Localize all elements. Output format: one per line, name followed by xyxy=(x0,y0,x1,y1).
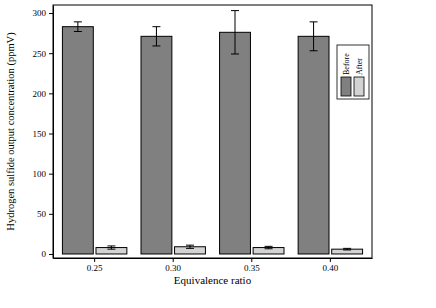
y-tick-mark xyxy=(49,53,53,54)
legend-box xyxy=(337,45,369,99)
legend-swatch xyxy=(341,77,351,96)
x-tick-mark xyxy=(94,258,95,262)
bar xyxy=(332,249,363,254)
y-tick-label: 0 xyxy=(42,249,47,259)
x-tick-label: 0.40 xyxy=(322,263,338,273)
y-tick: 100 xyxy=(33,169,54,179)
bar xyxy=(141,36,172,254)
y-tick-mark xyxy=(49,174,53,175)
error-bar xyxy=(186,245,194,248)
y-tick: 50 xyxy=(37,209,53,219)
x-tick: 0.35 xyxy=(244,258,260,273)
bar xyxy=(62,27,93,254)
x-tick-mark xyxy=(173,258,174,262)
y-tick-mark xyxy=(49,13,53,14)
legend-label: After xyxy=(355,58,364,75)
y-tick-label: 50 xyxy=(37,209,47,219)
x-tick: 0.30 xyxy=(165,258,181,273)
error-bar xyxy=(310,22,318,51)
x-tick-label: 0.30 xyxy=(165,263,181,273)
bar xyxy=(298,36,329,254)
bar xyxy=(220,32,251,254)
legend: Before After xyxy=(337,45,369,99)
y-tick: 0 xyxy=(42,249,54,259)
y-tick-mark xyxy=(49,214,53,215)
error-bar xyxy=(231,11,239,54)
x-tick-mark xyxy=(251,258,252,262)
x-axis-title: Equivalence ratio xyxy=(174,274,252,286)
y-tick-label: 100 xyxy=(33,169,47,179)
error-bar xyxy=(343,248,351,250)
error-bar xyxy=(107,246,115,249)
plot-frame xyxy=(53,5,372,258)
x-axis-line xyxy=(54,258,373,259)
y-axis: 0 50 100 150 200 250 300 xyxy=(33,6,54,260)
x-tick: 0.40 xyxy=(322,258,338,273)
y-tick: 250 xyxy=(33,49,54,59)
y-tick-mark xyxy=(49,134,53,135)
error-bar xyxy=(152,27,160,46)
y-tick-mark xyxy=(49,254,53,255)
y-tick: 300 xyxy=(33,8,54,18)
y-tick: 200 xyxy=(33,89,54,99)
legend-label: Before xyxy=(342,53,351,75)
x-tick: 0.25 xyxy=(87,258,103,273)
y-tick-label: 150 xyxy=(33,129,47,139)
x-tick-label: 0.25 xyxy=(87,263,103,273)
x-tick-label: 0.35 xyxy=(244,263,260,273)
y-tick-label: 300 xyxy=(33,8,47,18)
y-axis-line xyxy=(53,6,54,259)
x-tick-mark xyxy=(330,258,331,262)
legend-swatch xyxy=(354,77,364,96)
y-tick-mark xyxy=(49,93,53,94)
y-tick-label: 250 xyxy=(33,49,47,59)
marks xyxy=(62,11,362,254)
chart: 0 50 100 150 200 250 300 0.25 0.30 0.35 0.40 Before… xyxy=(0,0,436,308)
plot: 0 50 100 150 200 250 300 0.25 0.30 0.35 0.40 Before… xyxy=(33,5,373,273)
y-tick: 150 xyxy=(33,129,54,139)
x-axis: 0.25 0.30 0.35 0.40 xyxy=(54,258,373,273)
y-tick-label: 200 xyxy=(33,89,47,99)
error-bar xyxy=(265,246,273,248)
error-bar xyxy=(74,22,82,32)
y-axis-title: Hydrogen sulfide output concentration (p… xyxy=(5,32,17,231)
